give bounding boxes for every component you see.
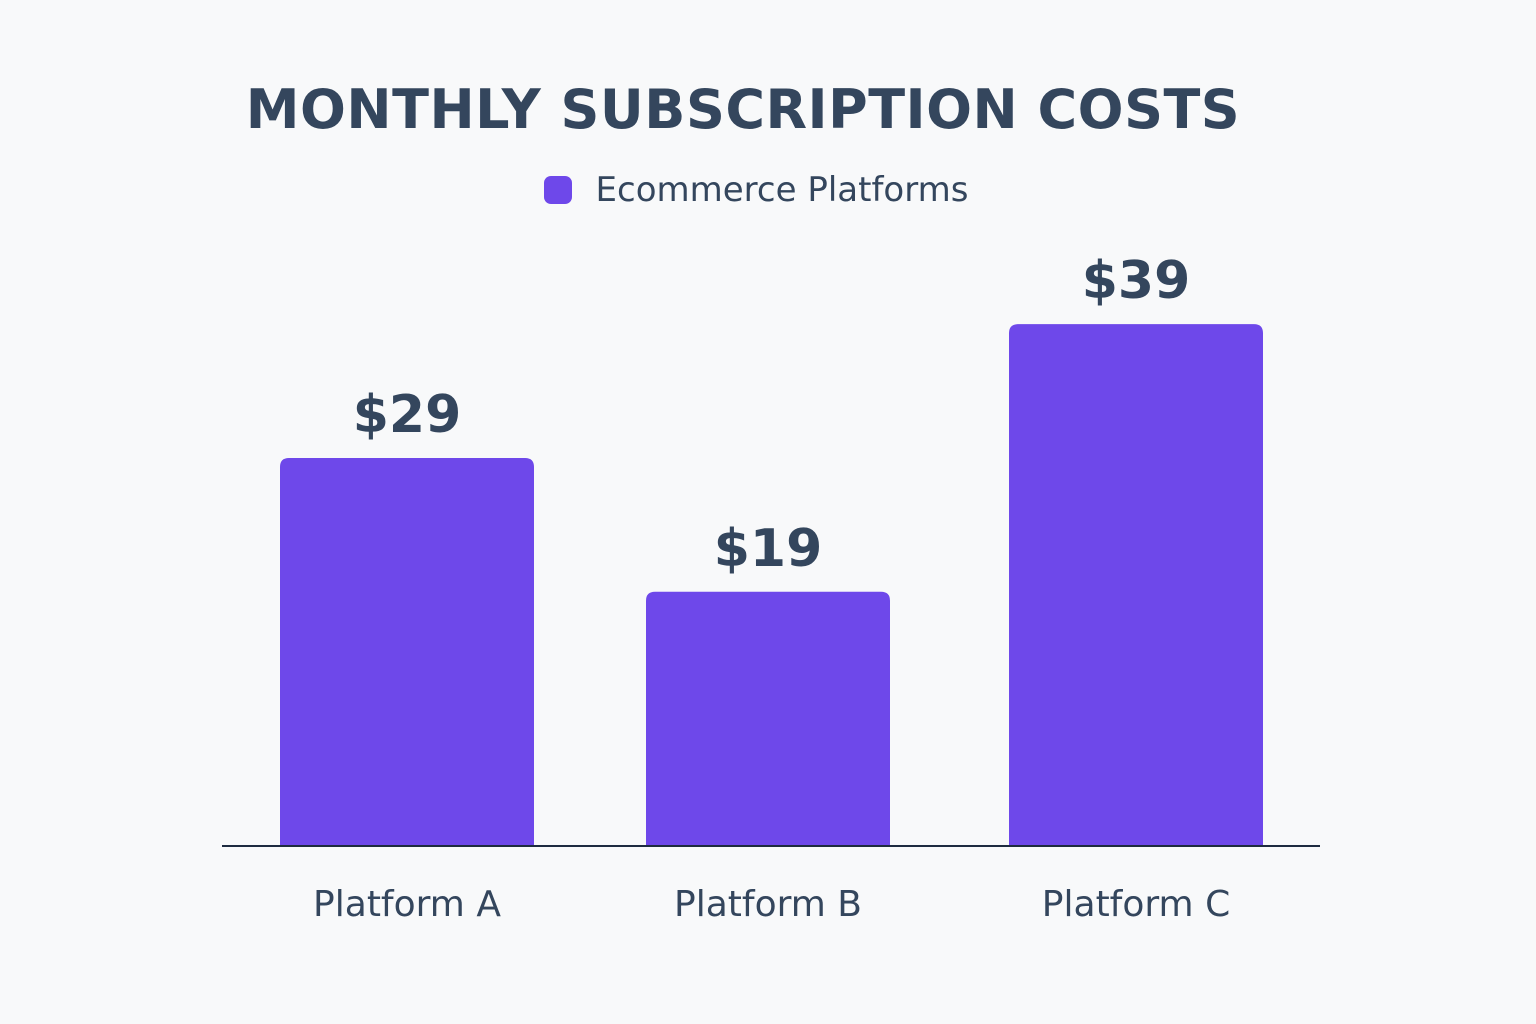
chart-title: MONTHLY SUBSCRIPTION COSTS [245, 78, 1241, 141]
legend-label: Ecommerce Platforms [595, 170, 969, 210]
bar-platform-a [280, 457, 534, 846]
value-label: $39 [1082, 251, 1191, 311]
x-tick-labels: Platform A Platform B Platform C [313, 884, 1230, 925]
bars [280, 324, 1263, 846]
legend: Ecommerce Platforms [0, 170, 1512, 210]
x-tick-label: Platform C [1042, 884, 1230, 925]
bar-platform-c [1009, 324, 1263, 846]
legend-swatch [543, 176, 572, 204]
x-tick-label: Platform B [674, 884, 862, 925]
bar-platform-b [646, 591, 890, 846]
value-labels: $29 $19 $39 [353, 251, 1191, 579]
value-label: $19 [714, 519, 823, 579]
value-label: $29 [353, 385, 462, 445]
x-tick-label: Platform A [313, 884, 501, 925]
